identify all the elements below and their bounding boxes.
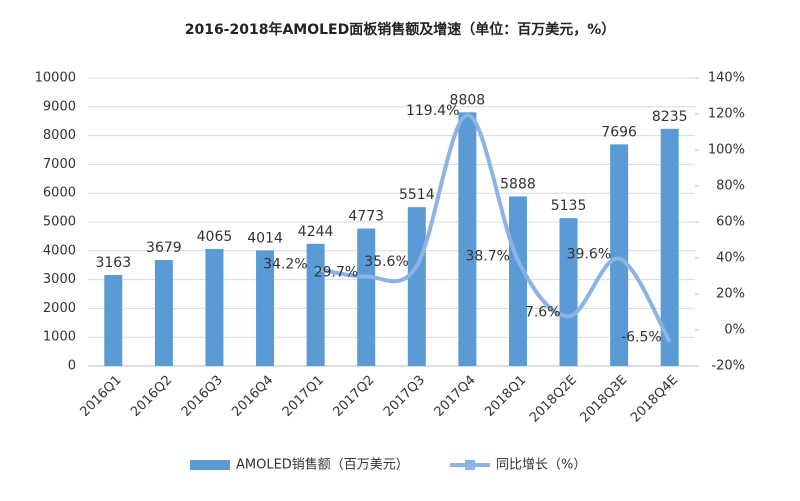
x-tick-label: 2018Q2E <box>527 373 580 426</box>
bar <box>256 250 275 366</box>
line-label: 38.7% <box>465 248 509 264</box>
line-label: 34.2% <box>263 256 307 272</box>
y-tick-label: 0 <box>68 359 76 374</box>
y-tick-label: 8000 <box>43 128 76 143</box>
chart-title: 2016-2018年AMOLED面板销售额及增速（单位：百万美元，%） <box>185 21 616 38</box>
bar <box>205 248 224 366</box>
y-tick-label: 5000 <box>43 215 76 230</box>
growth-line <box>315 113 672 343</box>
bar-label: 4014 <box>247 230 283 246</box>
y-tick-label: 2000 <box>43 301 76 316</box>
line-label: -6.5% <box>621 330 662 346</box>
bar-label: 5888 <box>500 176 536 192</box>
y2-tick-label: 140% <box>708 71 745 86</box>
x-tick-label: 2017Q2 <box>330 373 377 420</box>
x-tick-label: 2017Q3 <box>381 373 428 420</box>
bar <box>357 228 376 366</box>
x-tick-label: 2016Q1 <box>78 373 125 420</box>
x-tick-label: 2018Q1 <box>482 373 529 420</box>
bar-label: 4773 <box>348 209 384 225</box>
bar-label: 4065 <box>197 229 233 245</box>
bar <box>154 260 173 366</box>
line-label: 119.4% <box>406 103 459 119</box>
line-label: 29.7% <box>314 265 358 281</box>
line-label: 39.6% <box>567 247 611 263</box>
y2-tick-label: 40% <box>716 251 745 266</box>
x-tick-label: 2017Q1 <box>280 373 327 420</box>
legend-label: 同比增长（%） <box>496 458 586 473</box>
bar-label: 5514 <box>399 187 435 203</box>
bar <box>559 218 578 366</box>
x-tick-label: 2018Q4E <box>628 373 681 426</box>
y2-tick-label: 60% <box>716 215 745 230</box>
legend-label: AMOLED销售额（百万美元） <box>236 457 409 473</box>
y-tick-label: 7000 <box>43 157 76 172</box>
bar-label: 8808 <box>450 92 486 108</box>
y2-tick-label: 80% <box>716 179 745 194</box>
bar <box>660 128 679 366</box>
y-tick-label: 4000 <box>43 243 76 258</box>
line-label: 35.6% <box>364 254 408 270</box>
legend-swatch <box>190 460 230 470</box>
bar <box>104 274 123 366</box>
x-tick-label: 2018Q3E <box>578 373 631 426</box>
bar-label: 4244 <box>298 224 334 240</box>
y-tick-label: 9000 <box>43 99 76 114</box>
y-tick-label: 6000 <box>43 186 76 201</box>
bar <box>407 207 426 366</box>
bar <box>458 112 477 367</box>
x-tick-label: 2017Q4 <box>432 373 479 420</box>
y-tick-label: 10000 <box>35 71 76 86</box>
bar <box>508 196 527 366</box>
bar <box>610 144 629 366</box>
line-label: 7.6% <box>525 304 561 320</box>
y-tick-label: 1000 <box>43 330 76 345</box>
y2-tick-label: 20% <box>716 287 745 302</box>
y2-tick-label: 0% <box>724 323 745 338</box>
bar <box>306 243 325 366</box>
legend-marker <box>465 460 475 470</box>
y2-tick-label: 120% <box>708 107 745 122</box>
bar-label: 3679 <box>146 240 182 256</box>
y-tick-label: 3000 <box>43 272 76 287</box>
bar-label: 3163 <box>95 255 131 271</box>
y2-tick-label: 100% <box>708 143 745 158</box>
bar-label: 7696 <box>601 124 637 140</box>
bar-label: 8235 <box>652 109 688 125</box>
y2-tick-label: -20% <box>711 359 745 374</box>
x-tick-label: 2016Q4 <box>229 373 276 420</box>
x-tick-label: 2016Q2 <box>128 373 175 420</box>
x-tick-label: 2016Q3 <box>179 373 226 420</box>
bar-label: 5135 <box>551 198 587 214</box>
